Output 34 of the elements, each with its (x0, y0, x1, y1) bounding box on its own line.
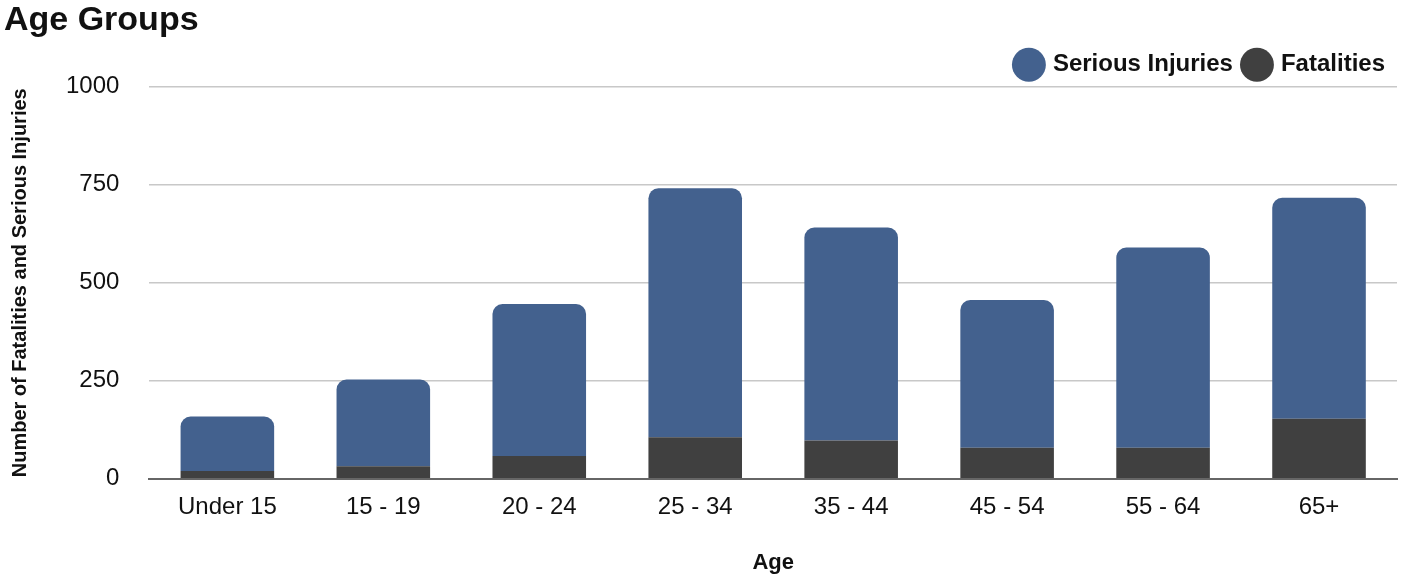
bar (336, 379, 431, 467)
y-tick-label: 1000 (66, 71, 120, 99)
y-tick-label: 250 (79, 365, 120, 393)
bar (1116, 447, 1210, 479)
bar (492, 303, 587, 457)
bar (1116, 247, 1210, 448)
x-tick-label: 20 - 24 (501, 491, 577, 519)
bar (1272, 197, 1366, 419)
x-tick-label: 35 - 44 (813, 491, 889, 519)
y-axis-title: Number of Fatalities and Serious Injuries (7, 88, 30, 478)
bar (492, 456, 587, 479)
bar (180, 416, 275, 471)
bar (960, 447, 1054, 479)
y-tick-label: 0 (106, 463, 120, 491)
x-tick-label: 55 - 64 (1125, 491, 1201, 519)
bar (804, 440, 898, 479)
bar (804, 227, 898, 441)
x-tick-label: 45 - 54 (969, 491, 1045, 519)
x-tick-label: 65+ (1298, 491, 1340, 519)
bar (648, 188, 743, 438)
x-tick-label: Under 15 (178, 491, 277, 519)
bar (1272, 418, 1366, 479)
legend-label: Fatalities (1280, 49, 1386, 77)
chart-title: Age Groups (4, 0, 199, 37)
y-tick-label: 500 (79, 267, 120, 295)
x-tick-label: 15 - 19 (345, 491, 421, 519)
x-axis-title: Age (752, 548, 794, 574)
bar (180, 470, 275, 479)
bar (336, 466, 431, 479)
bar (648, 437, 743, 479)
y-tick-label: 750 (79, 169, 120, 197)
bar (960, 300, 1054, 448)
legend-label: Serious Injuries (1052, 49, 1233, 77)
x-tick-label: 25 - 34 (657, 491, 733, 519)
